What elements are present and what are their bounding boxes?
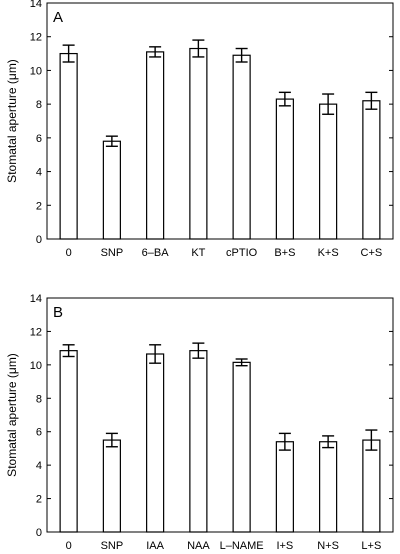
y-tick-label: 4	[36, 460, 42, 472]
bar	[189, 47, 208, 240]
y-tick-label: 10	[30, 360, 42, 372]
bar	[189, 350, 208, 533]
bar	[362, 100, 381, 240]
y-axis-label: Stomatal aperture (μm)	[5, 353, 19, 477]
x-category-label: K+S	[318, 247, 339, 259]
y-tick-label: 6	[36, 133, 42, 145]
y-axis-label: Stomatal aperture (μm)	[5, 59, 19, 183]
x-category-label: SNP	[101, 247, 124, 259]
bar	[319, 441, 338, 533]
x-category-label: L+S	[361, 540, 381, 552]
y-tick-label: 2	[36, 494, 42, 506]
bar	[232, 54, 251, 240]
plot-frame	[46, 297, 394, 533]
y-tick-label: 14	[30, 293, 42, 305]
bar	[362, 439, 381, 533]
y-tick-label: 4	[36, 167, 42, 179]
y-tick-label: 12	[30, 32, 42, 44]
x-category-label: B+S	[274, 247, 295, 259]
y-tick-label: 6	[36, 427, 42, 439]
bar	[275, 441, 294, 533]
panel-b: 0 2 4 6 8 10 12 14 Stomatal aperture (μm) B 0 SNP IA…	[5, 293, 394, 552]
x-category-label: I+S	[276, 540, 293, 552]
bar	[102, 439, 121, 533]
y-tick-label: 2	[36, 200, 42, 212]
x-category-label: NAA	[187, 540, 210, 552]
x-category-label: 6–BA	[142, 247, 170, 259]
x-category-label: N+S	[317, 540, 339, 552]
y-tick-label: 8	[36, 99, 42, 111]
panel-label: B	[53, 304, 63, 321]
x-category-label: 0	[66, 247, 72, 259]
x-category-label: L–NAME	[220, 540, 264, 552]
bar	[232, 361, 251, 533]
panel-a: 0 2 4 6 8 10 12 14 Stomatal aperture (μm) A 0 SNP 6–…	[5, 0, 394, 259]
x-category-label: cPTIO	[226, 247, 258, 259]
panel-label: A	[53, 9, 63, 26]
bar	[102, 140, 121, 240]
x-category-label: KT	[191, 247, 205, 259]
bar	[275, 98, 294, 240]
x-category-label: 0	[66, 540, 72, 552]
y-tick-label: 8	[36, 393, 42, 405]
y-tick-label: 0	[36, 527, 42, 539]
y-tick-label: 10	[30, 65, 42, 77]
x-category-label: C+S	[361, 247, 383, 259]
bar	[146, 51, 165, 240]
plot-frame	[46, 2, 394, 240]
x-category-label: IAA	[146, 540, 164, 552]
bar	[146, 353, 165, 533]
y-tick-label: 0	[36, 234, 42, 246]
y-tick-label: 14	[30, 0, 42, 10]
bar	[59, 52, 78, 240]
bar	[319, 103, 338, 240]
bar	[59, 350, 78, 533]
y-tick-label: 12	[30, 326, 42, 338]
x-category-label: SNP	[101, 540, 124, 552]
